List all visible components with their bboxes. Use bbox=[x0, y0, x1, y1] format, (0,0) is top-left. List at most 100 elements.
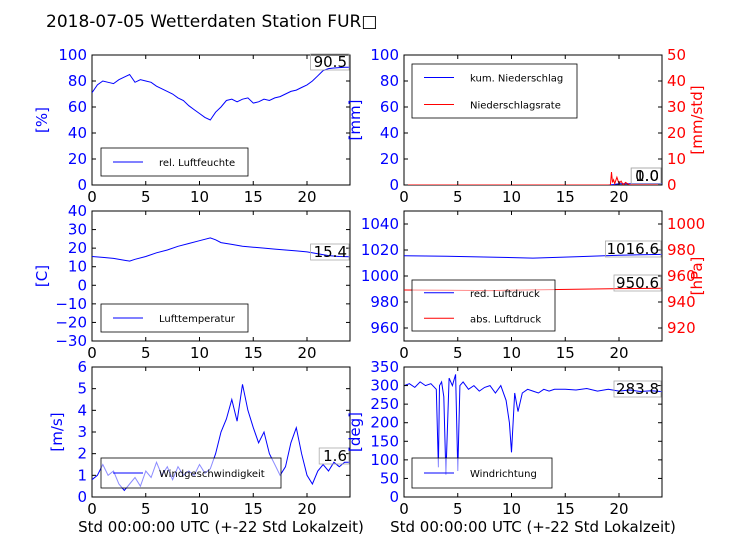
ylabel-right: [mm/std] bbox=[688, 85, 706, 154]
ytick-label: 60 bbox=[68, 98, 87, 116]
last-value-label: 950.6 bbox=[616, 274, 659, 292]
ytick-label: 200 bbox=[370, 414, 399, 432]
ytick-label: −10 bbox=[55, 295, 87, 313]
ylabel: [%] bbox=[33, 107, 51, 133]
xtick-label: 5 bbox=[141, 188, 151, 206]
xtick-label: 15 bbox=[556, 188, 575, 206]
ylabel: [mm] bbox=[346, 100, 364, 141]
ytick-label: 150 bbox=[370, 432, 399, 450]
xtick-label: 0 bbox=[87, 500, 97, 518]
xlabel-right: Std 00:00:00 UTC (+-22 Std Lokalzeit) bbox=[390, 518, 676, 536]
ytick-label-right: 40 bbox=[667, 72, 686, 90]
legend-entry: Windrichtung bbox=[470, 469, 537, 480]
ytick-label: 0 bbox=[77, 276, 87, 294]
ytick-label: 350 bbox=[370, 358, 399, 376]
legend: Windrichtung bbox=[411, 457, 553, 489]
ytick-label: 40 bbox=[380, 124, 399, 142]
ytick-label: 300 bbox=[370, 377, 399, 395]
last-value-label: 1.0 bbox=[635, 167, 659, 185]
legend: red. Luftdruck abs. Luftdruck bbox=[411, 279, 556, 332]
last-value-box bbox=[318, 447, 350, 465]
last-value-label: 0.0 bbox=[635, 167, 659, 185]
ytick-label: 0 bbox=[389, 488, 399, 506]
ytick-label-right: 1000 bbox=[667, 215, 705, 233]
xtick-label: 5 bbox=[453, 344, 463, 362]
xtick-label: 0 bbox=[399, 188, 409, 206]
ytick-label: 960 bbox=[370, 319, 399, 337]
ytick-label: 100 bbox=[370, 451, 399, 469]
xtick-label: 20 bbox=[609, 500, 628, 518]
ytick-label-right: 20 bbox=[667, 124, 686, 142]
ytick-label: 100 bbox=[58, 46, 87, 64]
ytick-label: 250 bbox=[370, 395, 399, 413]
legend: Windgeschwindigkeit bbox=[100, 457, 282, 489]
legend-entry: Niederschlagsrate bbox=[470, 101, 561, 112]
xtick-label: 10 bbox=[502, 344, 521, 362]
ytick-label: 20 bbox=[380, 150, 399, 168]
ytick-label-right: 0 bbox=[667, 176, 677, 194]
last-value-box bbox=[310, 53, 350, 71]
xtick-label: 5 bbox=[141, 344, 151, 362]
ytick-label: 2 bbox=[77, 445, 87, 463]
ytick-label-right: 50 bbox=[667, 46, 686, 64]
last-value-label: 1.6 bbox=[323, 447, 347, 465]
panel-pressure: 960 980 1000 1020 1040 920 940 960 980 1000 0 5 10 15… bbox=[361, 210, 706, 362]
xtick-label: 20 bbox=[297, 344, 316, 362]
ytick-label: 0 bbox=[77, 488, 87, 506]
figure-title: 2018-07-05 Wetterdaten Station FUR□ bbox=[46, 12, 377, 32]
ytick-label-right: 10 bbox=[667, 150, 686, 168]
last-value-box bbox=[605, 240, 662, 258]
last-value-label: 15.4 bbox=[314, 243, 347, 261]
ytick-label: 30 bbox=[68, 221, 87, 239]
legend-entry: abs. Luftdruck bbox=[470, 314, 541, 325]
ytick-label: 20 bbox=[68, 239, 87, 257]
legend-frame bbox=[411, 279, 556, 332]
last-value-box bbox=[613, 380, 662, 398]
xtick-label: 15 bbox=[556, 500, 575, 518]
xtick-label: 15 bbox=[556, 344, 575, 362]
ytick-label: 1040 bbox=[361, 215, 399, 233]
ytick-label-right: 30 bbox=[667, 98, 686, 116]
last-value-box bbox=[310, 243, 350, 261]
ytick-label: 0 bbox=[77, 176, 87, 194]
ytick-label-right: 920 bbox=[667, 319, 696, 337]
xtick-label: 20 bbox=[609, 188, 628, 206]
xtick-label: 10 bbox=[190, 188, 209, 206]
ytick-label-right: 960 bbox=[667, 267, 696, 285]
series-line-0 bbox=[404, 253, 662, 259]
ytick-label: 60 bbox=[380, 98, 399, 116]
xtick-label: 10 bbox=[502, 500, 521, 518]
ytick-label: 40 bbox=[68, 124, 87, 142]
ytick-label: 980 bbox=[370, 293, 399, 311]
last-value-label: 90.5 bbox=[314, 53, 347, 71]
last-value-label: 1016.6 bbox=[607, 240, 660, 258]
xtick-label: 15 bbox=[244, 500, 263, 518]
ytick-label: 10 bbox=[68, 258, 87, 276]
xtick-label: 20 bbox=[297, 188, 316, 206]
xtick-label: 5 bbox=[453, 188, 463, 206]
ytick-label: 0 bbox=[389, 176, 399, 194]
last-value-box bbox=[630, 167, 662, 185]
ylabel: [C] bbox=[33, 265, 51, 287]
legend: Lufttemperatur bbox=[100, 303, 249, 333]
ytick-label: 1 bbox=[77, 466, 87, 484]
xtick-label: 15 bbox=[244, 344, 263, 362]
xtick-label: 0 bbox=[399, 500, 409, 518]
ytick-label: 100 bbox=[370, 46, 399, 64]
ylabel-right: [hPa] bbox=[688, 257, 706, 296]
ytick-label: 50 bbox=[380, 469, 399, 487]
ytick-label: 5 bbox=[77, 380, 87, 398]
ytick-label: 80 bbox=[68, 72, 87, 90]
xtick-label: 5 bbox=[453, 500, 463, 518]
xtick-label: 20 bbox=[297, 500, 316, 518]
xtick-label: 0 bbox=[87, 188, 97, 206]
series-line-0 bbox=[92, 237, 350, 262]
xtick-label: 20 bbox=[609, 344, 628, 362]
series-line-0 bbox=[92, 66, 350, 121]
panel-humidity: 0 20 40 60 80 100 0 5 10 15 20 [%] 90.5 rel. Luftfeuc… bbox=[33, 46, 351, 206]
